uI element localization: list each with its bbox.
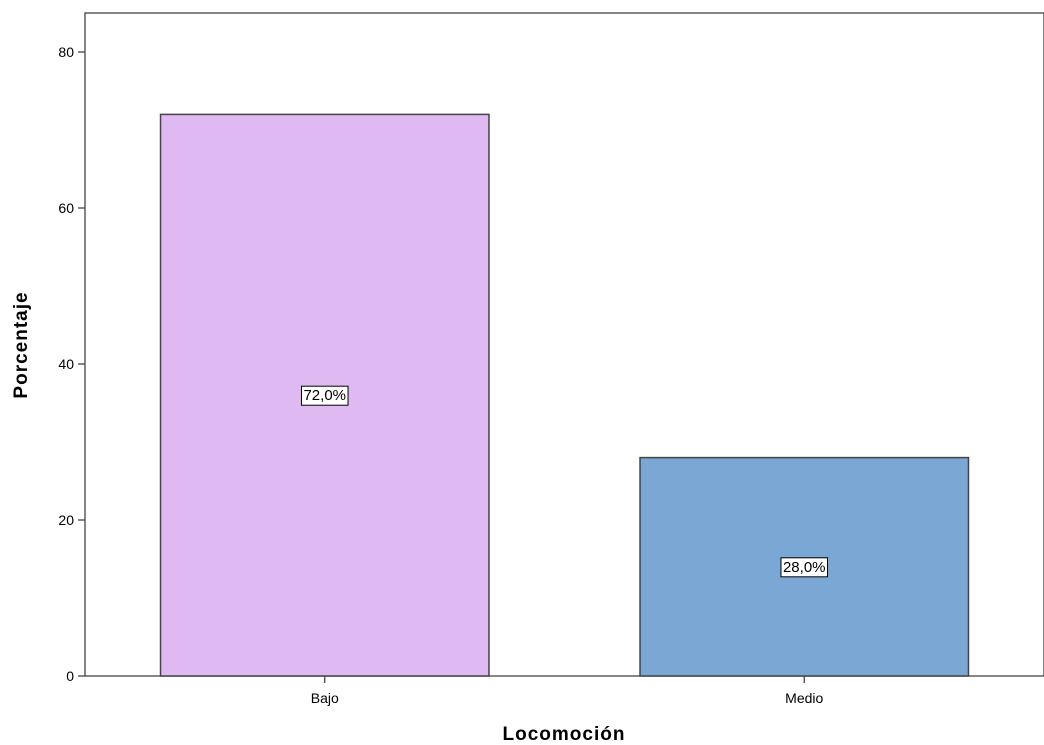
data-label: 72,0% <box>300 385 349 406</box>
bars: 72,0% 28,0% <box>159 113 970 677</box>
y-tick-label: 60 <box>58 200 74 216</box>
x-tick-label: Bajo <box>311 690 339 706</box>
data-label: 28,0% <box>780 557 829 578</box>
x-axis: Bajo Medio <box>311 676 824 706</box>
x-tick-label: Medio <box>785 690 823 706</box>
y-axis-title: Porcentaje <box>11 291 32 398</box>
y-tick-label: 0 <box>66 668 74 684</box>
data-label-box <box>780 557 829 578</box>
data-label-text: 72,0% <box>303 387 346 404</box>
y-tick-label: 80 <box>58 44 74 60</box>
y-axis: 0 20 40 60 80 <box>58 44 85 684</box>
plot-area <box>84 12 1044 677</box>
y-tick-label: 40 <box>58 356 74 372</box>
data-label-text: 28,0% <box>783 559 826 576</box>
data-label-box <box>300 385 349 406</box>
y-tick-label: 20 <box>58 512 74 528</box>
x-axis-title: Locomoción <box>503 724 626 745</box>
